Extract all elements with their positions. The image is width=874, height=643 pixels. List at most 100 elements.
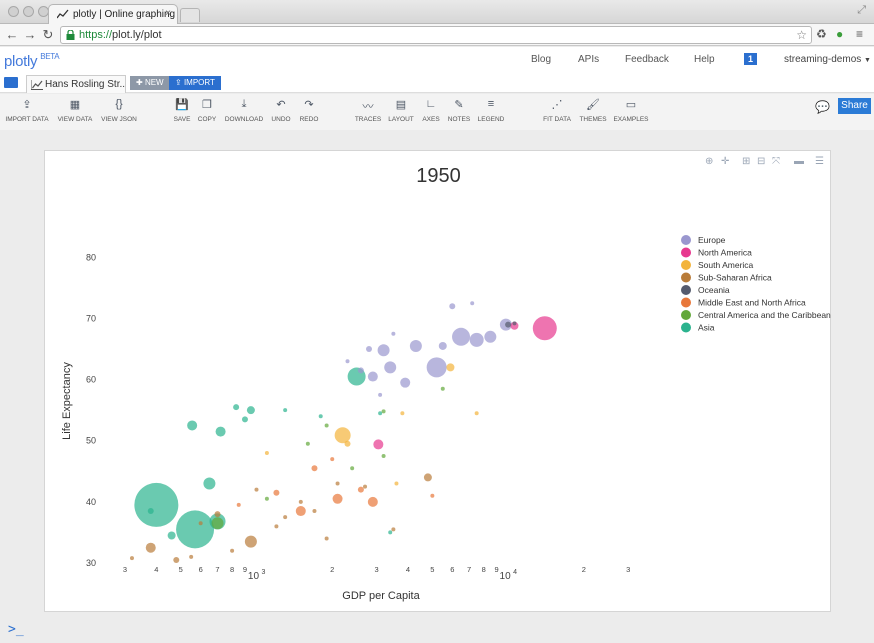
toolbar-download-button[interactable]: ⤓ DOWNLOAD xyxy=(225,98,263,123)
legend-marker xyxy=(681,322,691,333)
x-tick-label: 4 xyxy=(154,565,158,574)
data-point xyxy=(295,506,306,517)
toolbar-fit-data-button[interactable]: ⋰ FIT DATA xyxy=(543,98,571,123)
data-point xyxy=(474,411,479,416)
zoom-out-icon[interactable]: ⊟ xyxy=(757,156,766,167)
zoom-in-icon[interactable]: ⊞ xyxy=(742,156,751,167)
plotly-favicon-icon xyxy=(57,9,69,19)
toolbar-label: THEMES xyxy=(579,116,607,123)
data-point xyxy=(230,548,235,553)
toolbar-undo-button[interactable]: ↶ UNDO xyxy=(271,98,290,123)
toolbar-copy-button[interactable]: ❐ COPY xyxy=(198,98,216,123)
forward-icon[interactable]: → xyxy=(23,27,37,42)
save-icon: 💾 xyxy=(175,99,189,111)
recycle-extension-icon[interactable]: ♻ xyxy=(816,27,827,41)
notification-badge[interactable]: 1 xyxy=(744,53,757,65)
data-point xyxy=(505,321,512,328)
toolbar-layout-button[interactable]: ▤ LAYOUT xyxy=(388,98,414,123)
new-tab-button[interactable] xyxy=(180,8,200,22)
toolbar-label: SAVE xyxy=(173,116,191,123)
data-point xyxy=(273,489,280,496)
data-point xyxy=(510,321,519,330)
data-point xyxy=(365,346,372,353)
toolbar-legend-button[interactable]: ≡ LEGEND xyxy=(478,98,505,123)
x-tick-label: 6 xyxy=(199,565,203,574)
data-point xyxy=(215,426,226,437)
legend-icon: ≡ xyxy=(487,98,495,110)
minimize-window-icon[interactable] xyxy=(23,6,34,17)
toolbar-view-json-button[interactable]: {} VIEW JSON xyxy=(101,98,137,123)
toolbar-traces-button[interactable]: 〰 TRACES xyxy=(355,98,381,123)
nav-help[interactable]: Help xyxy=(694,54,715,65)
y-tick-label: 40 xyxy=(86,497,96,507)
tab-close-icon[interactable]: × xyxy=(165,8,171,19)
copy-icon: ❐ xyxy=(202,99,212,111)
data-point xyxy=(363,484,368,489)
y-tick-label: 30 xyxy=(86,558,96,568)
data-point xyxy=(388,530,393,535)
close-window-icon[interactable] xyxy=(8,6,19,17)
data-point xyxy=(134,482,179,527)
user-menu[interactable]: streaming-demos ▼ xyxy=(784,54,871,65)
nav-apis[interactable]: APIs xyxy=(578,54,600,65)
data-point xyxy=(324,536,329,541)
hover-compare-icon[interactable]: ☰ xyxy=(815,156,824,167)
x-tick-label: 7 xyxy=(467,565,471,574)
reload-icon[interactable]: ↻ xyxy=(42,27,54,42)
fullscreen-icon[interactable]: ⤢ xyxy=(857,4,866,16)
data-point xyxy=(241,416,248,423)
legend-marker xyxy=(681,297,691,308)
new-button[interactable]: ✚ NEW xyxy=(130,76,170,90)
browser-tab[interactable]: plotly | Online graphing a × xyxy=(48,4,178,24)
comment-icon[interactable]: 💬 xyxy=(815,100,830,114)
menu-icon[interactable]: ≡ xyxy=(856,27,864,41)
data-point xyxy=(426,357,447,378)
undo-icon: ↶ xyxy=(276,99,286,111)
x-tick-label: 10 xyxy=(500,571,512,582)
plotly-logo[interactable]: plotly BETA xyxy=(4,52,60,70)
autoscale-icon[interactable]: ⤧ xyxy=(772,156,780,167)
import-button[interactable]: ⇪ IMPORT xyxy=(169,76,221,90)
x-tick-label: 9 xyxy=(243,565,247,574)
x-tick-label: 2 xyxy=(582,565,586,574)
data-point xyxy=(384,361,397,374)
data-point xyxy=(198,521,203,526)
toolbar-axes-button[interactable]: ∟ AXES xyxy=(422,98,439,123)
nav-blog[interactable]: Blog xyxy=(531,54,552,65)
toolbar-redo-button[interactable]: ↷ REDO xyxy=(300,98,319,123)
toolbar-save-button[interactable]: 💾 SAVE xyxy=(174,98,191,123)
tab-title: plotly | Online graphing a xyxy=(73,9,178,20)
evernote-extension-icon[interactable]: ● xyxy=(836,27,844,41)
data-point xyxy=(233,404,240,411)
file-tab[interactable]: Hans Rosling Str... xyxy=(26,75,126,93)
data-point xyxy=(334,427,351,444)
data-point xyxy=(449,303,456,310)
data-point xyxy=(236,502,241,507)
toolbar-examples-button[interactable]: ▭ EXAMPLES xyxy=(613,98,648,123)
url-input[interactable]: https://plot.ly/plot ☆ xyxy=(60,26,812,44)
toolbar-label: NOTES xyxy=(447,116,471,123)
data-point xyxy=(367,371,378,382)
legend-entry: Middle East and North Africa xyxy=(698,298,806,308)
x-tick-label: 4 xyxy=(406,565,410,574)
bookmark-star-icon[interactable]: ☆ xyxy=(796,28,807,42)
toolbar-view-data-button[interactable]: ▦ VIEW DATA xyxy=(58,98,93,123)
x-tick-label: 3 xyxy=(123,565,127,574)
zoom-icon[interactable]: ⊕ xyxy=(705,156,714,167)
toolbar-notes-button[interactable]: ✎ NOTES xyxy=(448,98,470,123)
back-icon[interactable]: ← xyxy=(5,27,19,42)
legend-entry: North America xyxy=(698,248,752,258)
pan-icon[interactable]: ✛ xyxy=(721,156,730,167)
nav-feedback[interactable]: Feedback xyxy=(625,54,669,65)
data-point xyxy=(357,486,364,493)
toolbar-themes-button[interactable]: 🖌 THEMES xyxy=(579,98,606,123)
folder-icon[interactable] xyxy=(4,77,18,88)
toolbar-label: LAYOUT xyxy=(388,116,414,123)
data-point xyxy=(147,508,154,515)
terminal-prompt-icon[interactable]: >_ xyxy=(8,622,24,637)
hover-closest-icon[interactable]: ▬ xyxy=(794,156,804,167)
share-button[interactable]: Share xyxy=(838,98,871,114)
toolbar-label: FIT DATA xyxy=(543,116,571,123)
toolbar-import-data-button[interactable]: ⇪ IMPORT DATA xyxy=(5,98,48,123)
app-header: plotly BETA Blog APIs Feedback Help 1 str… xyxy=(0,47,874,73)
